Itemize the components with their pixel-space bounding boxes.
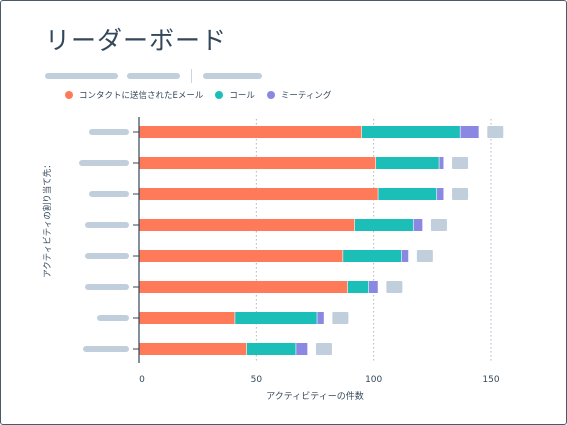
category-label-placeholder [89, 129, 129, 135]
legend-swatch-emails [65, 91, 73, 99]
category-label-placeholder [85, 222, 129, 228]
bar-segment-emails[interactable] [139, 126, 362, 138]
y-axis-title: アクティビティの割り当て先： [42, 160, 53, 278]
filter-placeholder-1[interactable] [45, 73, 118, 79]
legend-item-emails[interactable]: コンタクトに送信されたEメール [65, 89, 203, 101]
category-label-placeholder [89, 191, 129, 197]
axis-layer: 0 50 100 150 アクティビティーの件数 アクティビティの割り当て先： [42, 117, 500, 402]
chart-legend: コンタクトに送信されたEメール コール ミーティング [65, 89, 343, 101]
bar-segment-meetings[interactable] [460, 126, 479, 138]
category-label-placeholder [85, 284, 129, 290]
bar-segment-emails[interactable] [139, 219, 355, 231]
bar-segment-calls[interactable] [354, 219, 413, 231]
x-axis-title: アクティビティーの件数 [266, 390, 363, 402]
bar-segment-meetings[interactable] [368, 281, 378, 293]
bar-segment-calls[interactable] [378, 188, 437, 200]
legend-swatch-calls [215, 91, 224, 99]
bar-segment-calls[interactable] [343, 250, 402, 262]
bar-segment-calls[interactable] [246, 343, 296, 355]
bar-segment-meetings[interactable] [296, 343, 308, 355]
bar-segment-meetings[interactable] [317, 312, 324, 324]
bar-segment-calls[interactable] [347, 281, 369, 293]
page-title: リーダーボード [45, 26, 228, 55]
legend-swatch-meetings [266, 91, 275, 99]
bar-segment-meetings[interactable] [413, 219, 423, 231]
category-label-placeholder [83, 346, 129, 352]
grid-layer [255, 119, 492, 361]
bar-segment-meetings[interactable] [437, 188, 444, 200]
category-label-placeholder [79, 160, 129, 166]
bar-segment-calls[interactable] [361, 126, 460, 138]
total-value-placeholder [386, 281, 403, 293]
x-tick-label: 150 [482, 375, 499, 385]
legend-label-meetings: ミーティング [280, 91, 332, 101]
legend-label-calls: コール [229, 91, 255, 101]
bar-segment-emails[interactable] [139, 250, 343, 262]
bar-segment-meetings[interactable] [439, 157, 444, 169]
bar-segment-meetings[interactable] [401, 250, 409, 262]
total-value-placeholder [430, 219, 447, 231]
bar-segment-emails[interactable] [139, 281, 348, 293]
bar-segment-calls[interactable] [235, 312, 317, 324]
total-value-placeholder [416, 250, 433, 262]
legend-item-meetings[interactable]: ミーティング [266, 89, 332, 101]
bar-segment-calls[interactable] [376, 157, 439, 169]
total-value-placeholder [452, 157, 469, 169]
x-tick-label: 100 [365, 375, 382, 385]
filter-divider [191, 69, 192, 83]
bar-segment-emails[interactable] [139, 312, 235, 324]
x-tick-label: 50 [251, 375, 263, 385]
category-label-placeholder [97, 315, 129, 321]
category-label-placeholder [85, 253, 129, 259]
filter-placeholder-2[interactable] [127, 73, 180, 79]
filter-placeholder-3[interactable] [203, 73, 262, 79]
legend-item-calls[interactable]: コール [215, 89, 255, 101]
bar-segment-emails[interactable] [139, 188, 378, 200]
total-value-placeholder [487, 126, 504, 138]
bar-segment-emails[interactable] [139, 157, 376, 169]
bars-layer [139, 126, 504, 355]
total-value-placeholder [452, 188, 469, 200]
total-value-placeholder [315, 343, 332, 355]
total-value-placeholder [332, 312, 349, 324]
x-tick-label: 0 [139, 375, 145, 385]
bar-segment-emails[interactable] [139, 343, 247, 355]
legend-label-emails: コンタクトに送信されたEメール [79, 91, 204, 101]
